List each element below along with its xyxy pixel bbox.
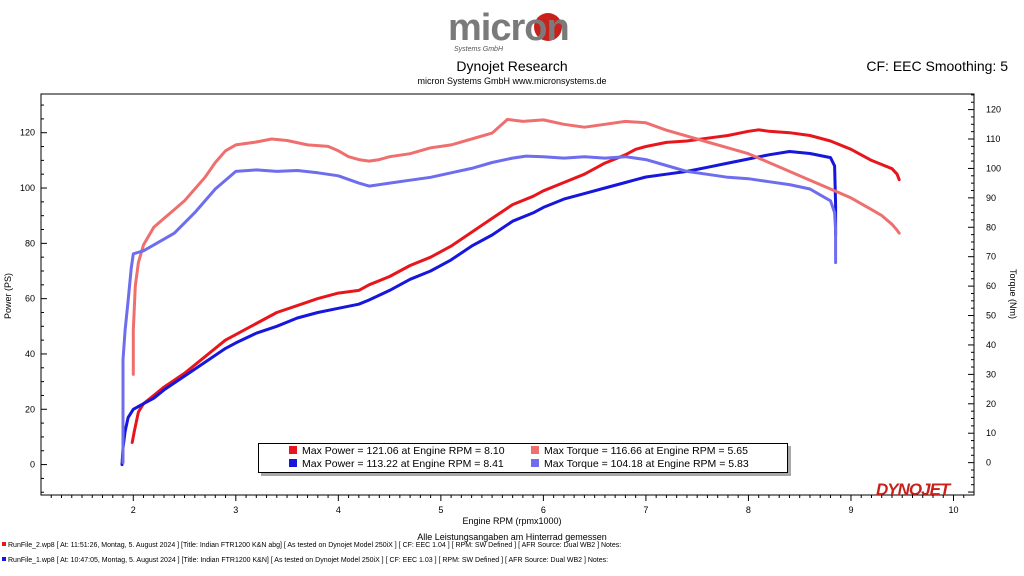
y-right-tick-label: 0 xyxy=(986,458,991,468)
micron-logo: micron Systems GmbH xyxy=(448,6,578,58)
run-marker-icon xyxy=(2,542,6,546)
y-right-tick-label: 30 xyxy=(986,369,996,379)
plot-frame xyxy=(40,93,975,496)
legend: Max Power = 121.06 at Engine RPM = 8.10 … xyxy=(258,443,788,473)
x-tick-label: 7 xyxy=(643,505,648,515)
y-right-tick-label: 20 xyxy=(986,399,996,409)
power-run2-line xyxy=(130,128,901,444)
y-left-tick-label: 80 xyxy=(25,238,35,248)
logo-ring-icon xyxy=(534,13,562,41)
legend-swatch-icon xyxy=(289,459,297,467)
torque-run2-line xyxy=(131,117,901,376)
run-marker-icon xyxy=(2,557,6,561)
legend-label: Max Power = 121.06 at Engine RPM = 8.10 xyxy=(302,445,505,457)
y-right-tick-label: 110 xyxy=(986,134,1000,144)
run-info-text: RunFile_1.wp8 [ At: 10:47:05, Montag, 5.… xyxy=(8,557,609,564)
y-left-tick-label: 120 xyxy=(20,128,35,138)
y-right-tick-label: 120 xyxy=(986,105,1001,115)
legend-label: Max Torque = 116.66 at Engine RPM = 5.65 xyxy=(544,445,748,457)
x-axis-label: Engine RPM (rpmx1000) xyxy=(462,516,562,526)
y-left-tick-label: 40 xyxy=(25,349,35,359)
y-left-tick-label: 0 xyxy=(30,460,35,470)
company-line: micron Systems GmbH www.micronsystems.de xyxy=(417,76,607,86)
x-tick-label: 9 xyxy=(848,505,853,515)
y-right-tick-label: 70 xyxy=(986,252,996,262)
dynojet-logo: DYNOJET xyxy=(876,480,950,499)
power-run1-line xyxy=(120,150,838,467)
x-tick-label: 4 xyxy=(336,505,341,515)
x-tick-label: 8 xyxy=(746,505,751,515)
chart-title: Dynojet Research xyxy=(456,58,568,74)
run-info-run1: RunFile_1.wp8 [ At: 10:47:05, Montag, 5.… xyxy=(2,557,608,564)
smoothing-label: CF: EEC Smoothing: 5 xyxy=(866,58,1008,74)
logo-subtext: Systems GmbH xyxy=(454,46,504,53)
y-right-tick-label: 10 xyxy=(986,428,996,438)
legend-swatch-icon xyxy=(289,446,297,454)
y-left-tick-label: 100 xyxy=(20,183,35,193)
x-tick-label: 6 xyxy=(541,505,546,515)
y-left-tick-label: 20 xyxy=(25,404,35,414)
torque-run1-line xyxy=(121,154,838,465)
legend-swatch-icon xyxy=(531,446,539,454)
y-right-tick-label: 50 xyxy=(986,311,996,321)
x-tick-label: 5 xyxy=(438,505,443,515)
y-right-tick-label: 40 xyxy=(986,340,996,350)
run-info-run2: RunFile_2.wp8 [ At: 11:51:26, Montag, 5.… xyxy=(2,542,621,549)
y-right-axis-label: Torque (Nm) xyxy=(1008,269,1018,319)
y-right-tick-label: 100 xyxy=(986,163,1001,173)
y-left-tick-label: 60 xyxy=(25,294,35,304)
legend-swatch-icon xyxy=(531,459,539,467)
x-tick-label: 10 xyxy=(948,505,958,515)
x-tick-label: 2 xyxy=(131,505,136,515)
legend-label: Max Torque = 104.18 at Engine RPM = 5.83 xyxy=(544,458,749,470)
legend-label: Max Power = 113.22 at Engine RPM = 8.41 xyxy=(302,458,504,470)
legend-item-power-run1: Max Power = 113.22 at Engine RPM = 8.41 xyxy=(289,458,504,471)
y-left-axis-label: Power (PS) xyxy=(3,273,13,319)
legend-item-power-run2: Max Power = 121.06 at Engine RPM = 8.10 xyxy=(289,445,505,458)
legend-item-torque-run1: Max Torque = 104.18 at Engine RPM = 5.83 xyxy=(531,458,749,471)
y-right-tick-label: 90 xyxy=(986,193,996,203)
run-info-text: RunFile_2.wp8 [ At: 11:51:26, Montag, 5.… xyxy=(8,542,622,549)
logo-text: micron xyxy=(448,7,570,49)
legend-item-torque-run2: Max Torque = 116.66 at Engine RPM = 5.65 xyxy=(531,445,748,458)
footnote: Alle Leistungsangaben am Hinterrad gemes… xyxy=(417,532,607,542)
y-right-tick-label: 80 xyxy=(986,222,996,232)
x-tick-label: 3 xyxy=(233,505,238,515)
y-right-tick-label: 60 xyxy=(986,281,996,291)
